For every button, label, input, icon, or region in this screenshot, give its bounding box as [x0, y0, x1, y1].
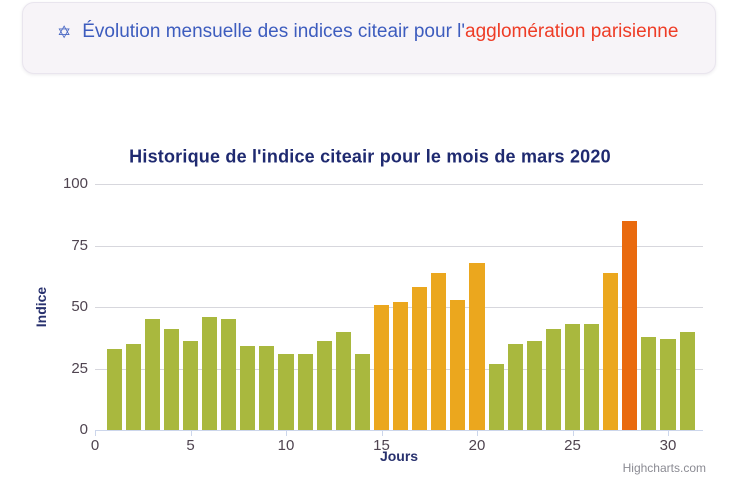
bar-day-13[interactable]: [335, 331, 351, 430]
gridline-75: [95, 245, 703, 247]
bar-day-1[interactable]: [106, 348, 122, 430]
x-axis-title: Jours: [379, 448, 419, 464]
bar-day-23[interactable]: [526, 341, 542, 430]
bar-day-18[interactable]: [431, 272, 447, 430]
bar-day-12[interactable]: [316, 341, 332, 430]
x-axis-tick-mark-25: [572, 431, 574, 436]
bar-day-20[interactable]: [469, 262, 485, 430]
bar-day-24[interactable]: [545, 329, 561, 430]
y-axis-tick-label-100: 100: [62, 175, 88, 192]
y-axis-tick-label-0: 0: [79, 421, 88, 438]
bar-day-30[interactable]: [660, 338, 676, 430]
bar-day-14[interactable]: [354, 353, 370, 430]
bar-day-19[interactable]: [450, 299, 466, 430]
bar-day-9[interactable]: [259, 346, 275, 430]
x-axis-tick-label-30: 30: [659, 437, 677, 454]
y-axis-tick-label-75: 75: [71, 236, 88, 254]
banner-title: ✡ Évolution mensuelle des indices citeair…: [57, 20, 715, 45]
x-axis-tick-mark-15: [381, 431, 383, 436]
bar-day-31[interactable]: [679, 331, 695, 430]
x-axis-tick-mark-30: [668, 431, 669, 436]
bar-day-8[interactable]: [240, 346, 256, 430]
banner-title-main: Évolution mensuelle des indices citeair …: [82, 21, 466, 42]
bar-day-3[interactable]: [144, 319, 160, 430]
bar-day-4[interactable]: [163, 329, 179, 430]
bar-day-28[interactable]: [622, 220, 638, 430]
gridline-100: [95, 184, 703, 185]
highcharts-credits-link[interactable]: Highcharts.com: [622, 461, 706, 475]
bar-day-17[interactable]: [412, 287, 428, 430]
y-axis-title: Indice: [33, 286, 49, 328]
bar-day-7[interactable]: [221, 319, 237, 430]
x-axis-tick-label-20: 20: [468, 437, 486, 454]
bar-day-21[interactable]: [488, 363, 504, 430]
chart-title: Historique de l'indice citeair pour le m…: [129, 146, 611, 167]
bar-day-16[interactable]: [393, 302, 409, 430]
bar-day-26[interactable]: [584, 324, 600, 430]
x-axis-tick-label-15: 15: [373, 437, 390, 454]
x-axis-tick-mark-10: [286, 431, 287, 436]
x-axis-tick-label-0: 0: [90, 437, 100, 454]
x-axis-tick-label-10: 10: [277, 437, 295, 454]
bar-day-2[interactable]: [125, 343, 141, 430]
header-banner[interactable]: ✡ Évolution mensuelle des indices citeair…: [22, 2, 716, 74]
x-axis-tick-label-5: 5: [186, 437, 195, 454]
y-axis-tick-label-25: 25: [71, 359, 88, 377]
bar-day-25[interactable]: [564, 324, 581, 430]
bar-day-10[interactable]: [278, 353, 294, 430]
bar-day-15[interactable]: [373, 304, 390, 430]
bar-day-22[interactable]: [507, 343, 523, 430]
x-axis-tick-label-25: 25: [564, 437, 581, 454]
bar-day-29[interactable]: [641, 336, 657, 430]
star-icon: ✡: [57, 23, 72, 42]
banner-title-highlight: agglomération parisienne: [465, 21, 679, 42]
x-axis-tick-mark-0: [95, 431, 96, 436]
bar-day-6[interactable]: [202, 316, 218, 430]
bar-day-27[interactable]: [603, 272, 619, 430]
x-axis-tick-mark-20: [477, 431, 478, 436]
bar-day-5[interactable]: [182, 341, 199, 430]
y-axis-tick-label-50: 50: [71, 298, 88, 315]
x-axis-tick-mark-5: [190, 431, 192, 436]
bar-day-11[interactable]: [297, 353, 313, 430]
plot-area: [95, 184, 703, 431]
